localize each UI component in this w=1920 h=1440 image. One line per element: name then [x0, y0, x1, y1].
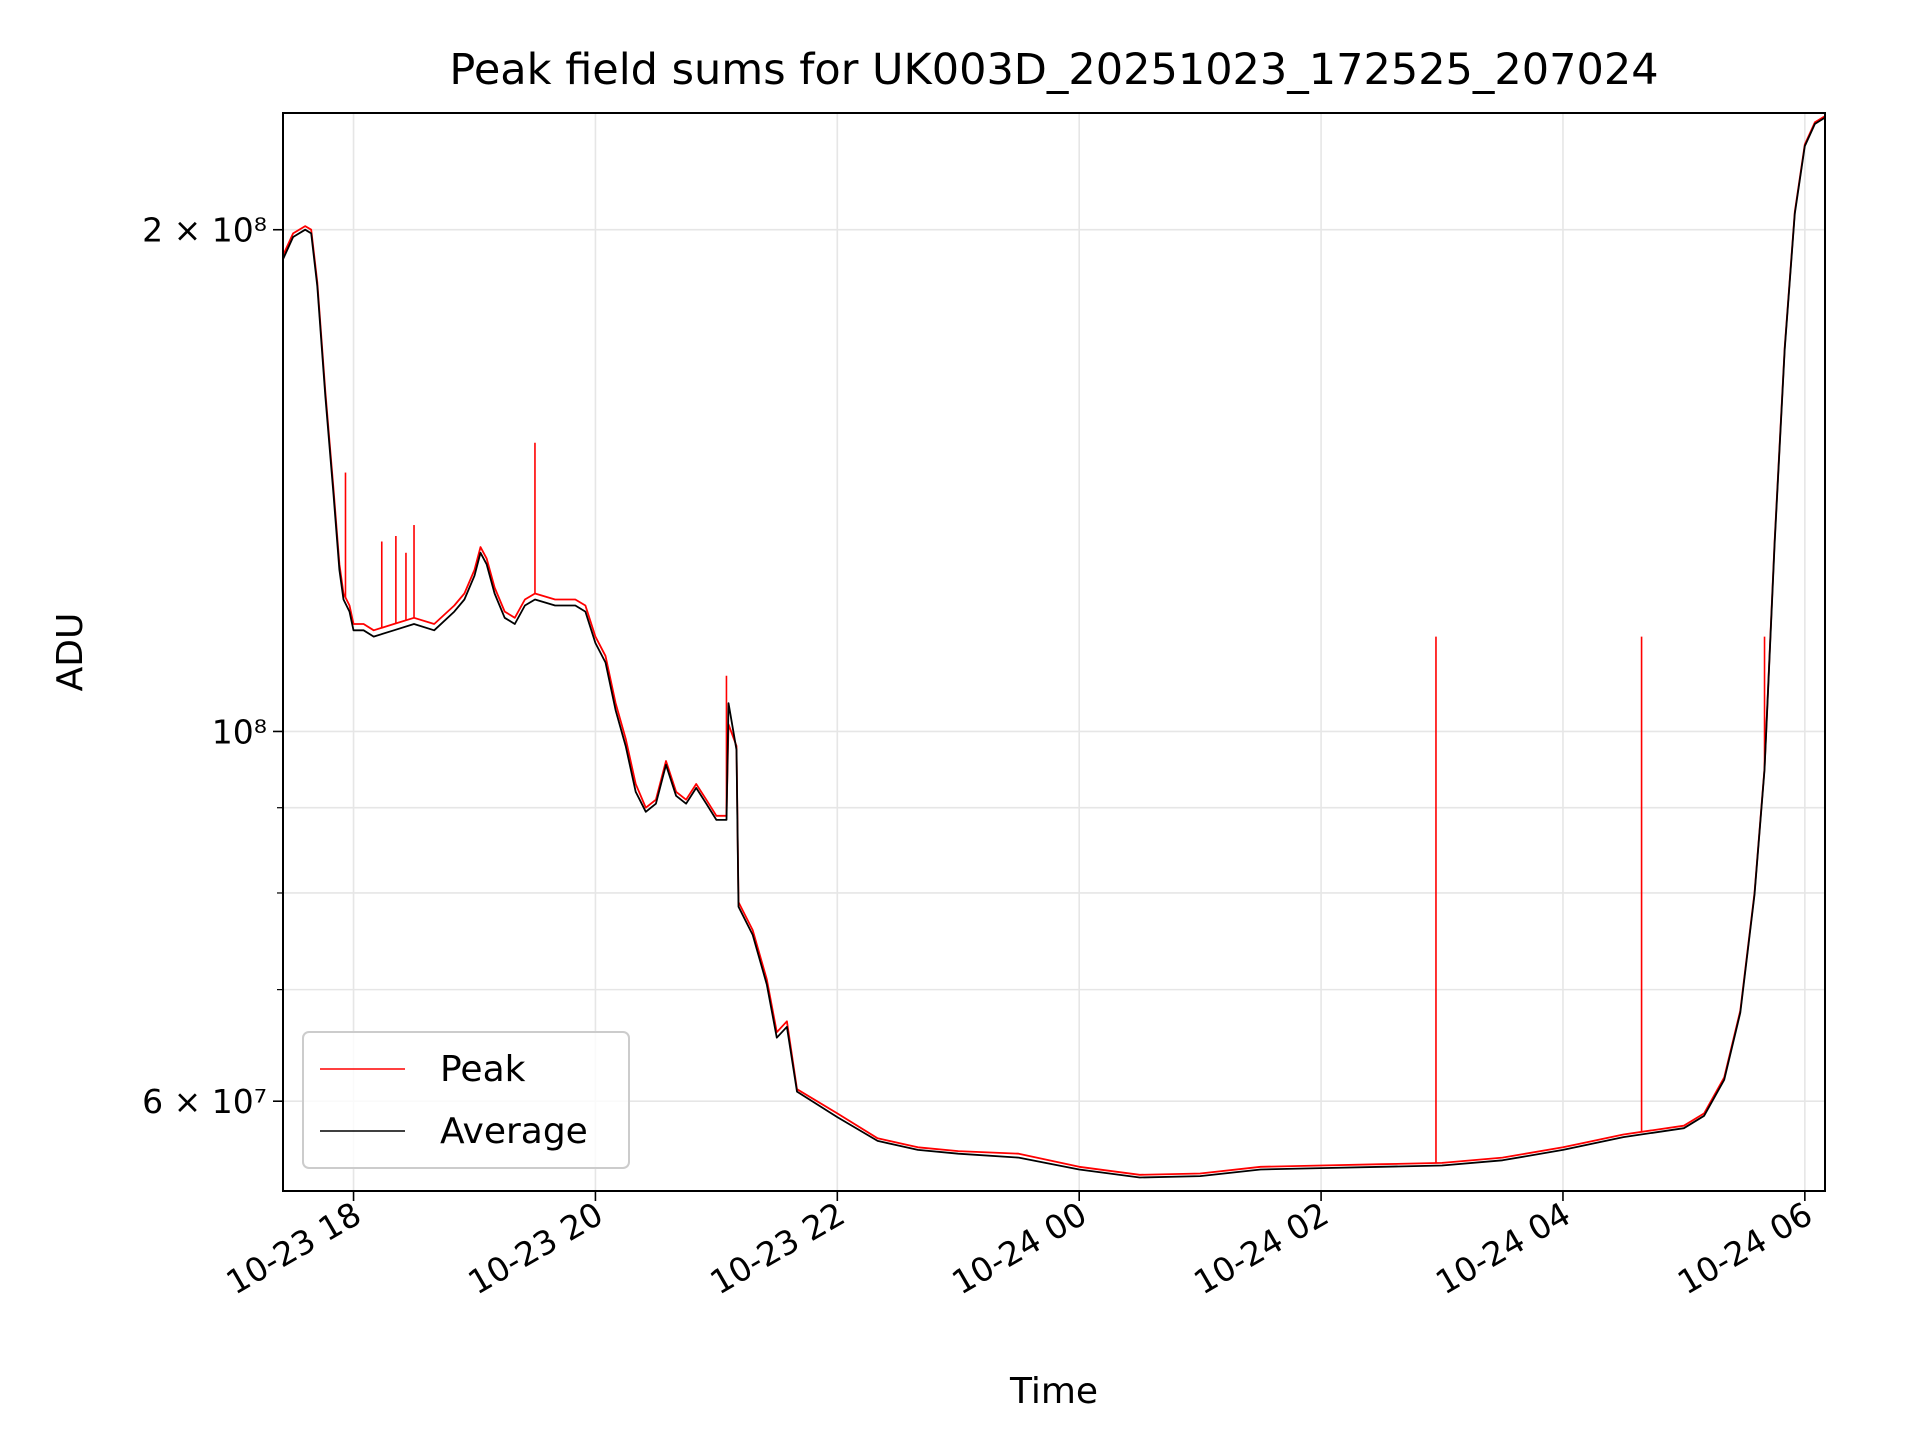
- plot-frame: [282, 112, 1826, 1192]
- y-tick-label: 6 × 10⁷: [142, 1082, 267, 1121]
- grid: [283, 113, 1825, 1191]
- y-tick-label: 10⁸: [212, 712, 267, 751]
- chart-title: Peak field sums for UK003D_20251023_1725…: [449, 45, 1658, 95]
- y-tick-label: 2 × 10⁸: [142, 211, 267, 250]
- series-average: [282, 116, 1826, 1179]
- legend: Peak Average: [302, 1031, 630, 1169]
- x-axis-label: Time: [1009, 1371, 1098, 1412]
- y-axis-label: ADU: [50, 613, 91, 692]
- legend-box: [302, 1031, 630, 1169]
- legend-label-peak: Peak: [440, 1049, 526, 1090]
- legend-label-average: Average: [440, 1111, 588, 1152]
- series-line-average: [282, 116, 1826, 1179]
- series-line-peak: [282, 115, 1826, 1176]
- series-layer: [282, 115, 1826, 1179]
